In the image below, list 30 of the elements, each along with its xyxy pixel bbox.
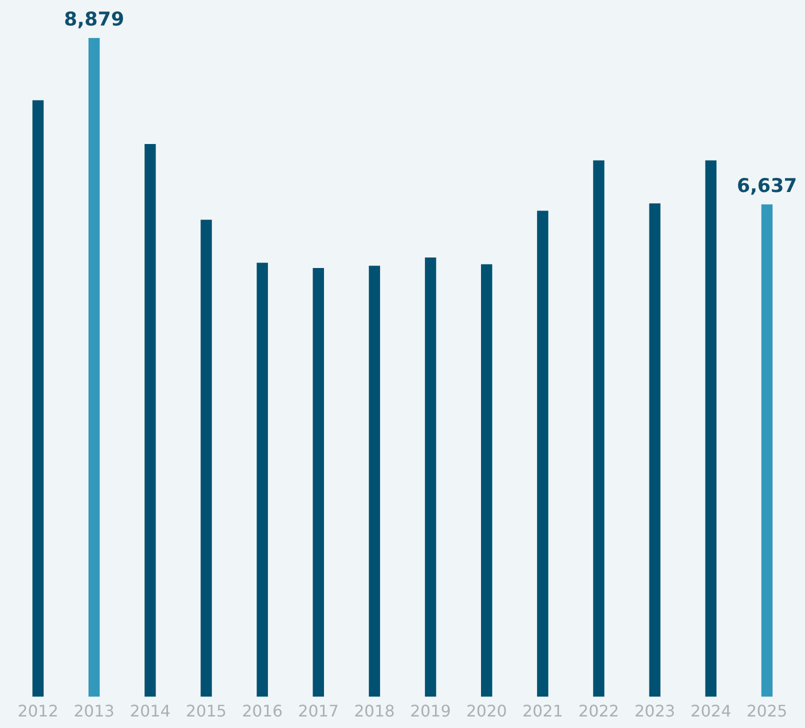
- bar: [88, 38, 100, 697]
- x-tick-label: 2019: [410, 702, 451, 721]
- x-tick-label: 2017: [298, 702, 339, 721]
- x-tick-label: 2018: [354, 702, 395, 721]
- data-label: 8,879: [64, 8, 124, 30]
- bar: [649, 203, 660, 697]
- bar: [761, 204, 773, 697]
- bar: [312, 268, 324, 697]
- x-tick-label: 2024: [690, 702, 732, 721]
- bar: [256, 262, 268, 697]
- x-tick-label: 2021: [522, 702, 564, 721]
- x-tick-label: 2016: [242, 702, 283, 721]
- x-tick-label: 2020: [466, 702, 507, 721]
- x-tick-label: 2013: [74, 702, 114, 721]
- bar: [144, 144, 156, 697]
- bar: [200, 220, 212, 697]
- x-tick-label: 2014: [130, 702, 171, 721]
- bar: [368, 266, 380, 697]
- x-tick-label: 2012: [18, 702, 58, 721]
- data-label: 6,637: [736, 174, 798, 197]
- bar: [32, 100, 44, 697]
- bar: [705, 160, 716, 697]
- x-tick-label: 2023: [634, 702, 676, 721]
- bar: [481, 264, 492, 697]
- x-tick-label: 2015: [186, 702, 227, 721]
- x-tick-label: 2025: [746, 702, 788, 721]
- bar: [424, 258, 436, 697]
- bar: [593, 160, 604, 697]
- bar: [537, 210, 548, 697]
- x-tick-label: 2022: [578, 702, 620, 721]
